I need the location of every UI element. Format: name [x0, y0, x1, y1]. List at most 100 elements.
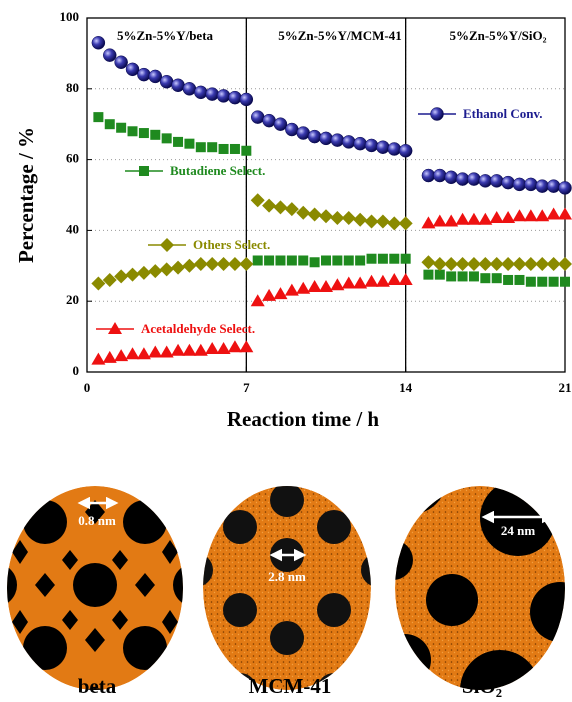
point — [547, 180, 560, 193]
point — [492, 273, 502, 283]
y-tick-label: 80 — [66, 80, 79, 95]
point — [308, 280, 322, 292]
y-tick-label: 20 — [66, 292, 79, 307]
point — [93, 112, 103, 122]
point — [431, 108, 444, 121]
illustration-label: MCM-41 — [249, 674, 332, 698]
point — [172, 79, 185, 92]
point — [503, 275, 513, 285]
point — [321, 255, 331, 265]
point — [388, 142, 401, 155]
point — [273, 287, 287, 299]
point — [332, 255, 342, 265]
pore-size: 24 nm — [501, 523, 535, 538]
point — [469, 271, 479, 281]
point — [342, 135, 355, 148]
point — [421, 255, 435, 269]
point — [308, 130, 321, 143]
point — [285, 202, 299, 216]
point — [480, 273, 490, 283]
point — [285, 123, 298, 136]
point — [537, 277, 547, 287]
point — [137, 266, 151, 280]
point — [446, 271, 456, 281]
point — [319, 209, 333, 223]
point — [344, 255, 354, 265]
point — [92, 36, 105, 49]
point — [490, 211, 504, 223]
point — [490, 174, 503, 187]
beta-structure — [0, 438, 217, 702]
point — [433, 169, 446, 182]
point — [126, 63, 139, 76]
point — [108, 322, 122, 334]
x-tick-label: 21 — [559, 380, 572, 395]
point — [367, 254, 377, 264]
point — [389, 254, 399, 264]
x-axis-label: Reaction time / h — [227, 407, 380, 431]
legend-label: Acetaldehyde Select. — [141, 321, 255, 336]
point — [264, 255, 274, 265]
point — [240, 93, 253, 106]
point — [139, 166, 149, 176]
point — [128, 126, 138, 136]
point — [467, 173, 480, 186]
point — [182, 259, 196, 273]
point — [171, 261, 185, 275]
point — [296, 206, 310, 220]
point — [273, 200, 287, 214]
point — [467, 213, 481, 225]
point — [376, 215, 390, 229]
point — [387, 273, 401, 285]
point — [251, 111, 264, 124]
point — [342, 277, 356, 289]
point — [422, 169, 435, 182]
point — [423, 270, 433, 280]
point — [353, 213, 367, 227]
legend-label: Others Select. — [193, 237, 270, 252]
segment-label: 5%Zn-5%Y/SiO₂ — [449, 28, 546, 43]
point — [365, 275, 379, 287]
y-tick-label: 60 — [66, 151, 79, 166]
point — [513, 178, 526, 191]
point — [298, 255, 308, 265]
point — [160, 262, 174, 276]
point — [171, 344, 185, 356]
point — [524, 209, 538, 221]
point — [241, 146, 251, 156]
point — [331, 134, 344, 147]
point — [558, 257, 572, 271]
point — [183, 82, 196, 95]
point — [479, 174, 492, 187]
x-tick-label: 7 — [243, 380, 250, 395]
point — [91, 277, 105, 291]
point — [512, 209, 526, 221]
segment-label: 5%Zn-5%Y/MCM-41 — [278, 28, 402, 43]
point — [263, 114, 276, 127]
point — [182, 344, 196, 356]
point — [399, 216, 413, 230]
point — [253, 255, 263, 265]
point — [376, 141, 389, 154]
point — [139, 128, 149, 138]
point — [399, 273, 413, 285]
point — [559, 181, 572, 194]
point — [207, 142, 217, 152]
point — [297, 127, 310, 140]
point — [536, 180, 549, 193]
point — [160, 75, 173, 88]
point — [354, 137, 367, 150]
point — [115, 56, 128, 69]
sio2-structure — [373, 446, 572, 702]
point — [401, 254, 411, 264]
illustration-label: SiO₂ — [462, 674, 502, 698]
y-tick-label: 0 — [73, 363, 80, 378]
point — [116, 123, 126, 133]
point — [560, 277, 570, 287]
point — [150, 130, 160, 140]
point — [239, 257, 253, 271]
y-tick-label: 100 — [60, 9, 80, 24]
pore-size: 0.8 nm — [78, 513, 116, 528]
point — [239, 340, 253, 352]
